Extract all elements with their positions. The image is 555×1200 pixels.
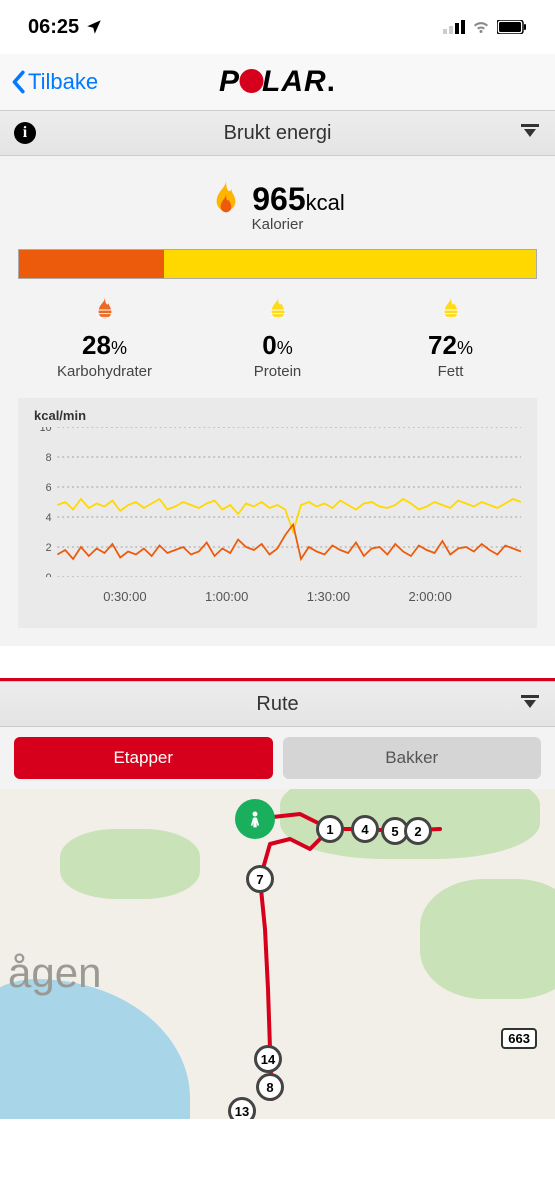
nav-header: Tilbake PLAR. (0, 54, 555, 110)
waypoint-marker[interactable]: 7 (246, 865, 274, 893)
back-button[interactable]: Tilbake (10, 69, 98, 95)
tab-stages[interactable]: Etapper (14, 737, 273, 779)
svg-text:10: 10 (40, 427, 52, 434)
back-label: Tilbake (28, 69, 98, 95)
route-path (0, 789, 555, 1119)
flame-small-icon (440, 297, 462, 323)
fuel-bar-fat (164, 250, 536, 278)
wifi-icon (471, 20, 491, 35)
chart-ylabel: kcal/min (34, 408, 521, 423)
cellular-icon (443, 20, 465, 34)
flame-small-icon (267, 297, 289, 323)
svg-text:2: 2 (46, 542, 52, 554)
status-bar: 06:25 (0, 0, 555, 54)
energy-title: Brukt energi (224, 122, 332, 145)
macro-item: 72% Fett (364, 297, 537, 380)
macro-label: Fett (364, 363, 537, 380)
chart-panel: kcal/min 0 2 4 6 8 10 0:30:00 1:00:00 1:30:00 2:… (18, 398, 537, 628)
route-section-header: Rute (0, 681, 555, 727)
collapse-icon[interactable] (519, 695, 541, 713)
svg-text:4: 4 (46, 512, 52, 524)
waypoint-marker[interactable]: 14 (254, 1045, 282, 1073)
svg-text:6: 6 (46, 482, 52, 494)
chart-xlabel: 2:00:00 (408, 589, 451, 604)
kcal-unit: kcal (306, 190, 345, 215)
waypoint-marker[interactable]: 13 (228, 1097, 256, 1119)
kcal-value: 965 (252, 181, 305, 217)
chart-xlabel: 0:30:00 (103, 589, 146, 604)
polar-logo: PLAR. (219, 65, 336, 99)
macros-row: 28% Karbohydrater 0% Protein 72% Fett (18, 297, 537, 380)
info-icon[interactable]: i (14, 122, 36, 144)
tab-hills[interactable]: Bakker (283, 737, 542, 779)
chart-xlabel: 1:30:00 (307, 589, 350, 604)
status-time: 06:25 (28, 16, 79, 39)
macro-item: 0% Protein (191, 297, 364, 380)
chart-xlabels: 0:30:00 1:00:00 1:30:00 2:00:00 (34, 589, 521, 604)
macro-label: Protein (191, 363, 364, 380)
waypoint-marker[interactable]: 2 (404, 817, 432, 845)
energy-panel: 965kcal Kalorier 28% Karbohydrater 0% Pr… (0, 156, 555, 646)
svg-text:8: 8 (46, 452, 52, 464)
chevron-left-icon (10, 70, 26, 94)
start-badge (235, 799, 275, 839)
waypoint-marker[interactable]: 1 (316, 815, 344, 843)
kcal-row: 965kcal (18, 180, 537, 218)
logo-dot-icon (239, 69, 263, 93)
collapse-icon[interactable] (519, 124, 541, 142)
chart-xlabel: 1:00:00 (205, 589, 248, 604)
macro-value: 72% (364, 330, 537, 361)
route-title: Rute (256, 693, 298, 716)
waypoint-marker[interactable]: 4 (351, 815, 379, 843)
flame-small-icon (94, 297, 116, 323)
energy-section-header: i Brukt energi (0, 110, 555, 156)
kcal-rate-chart: 0 2 4 6 8 10 (34, 427, 521, 577)
battery-icon (497, 20, 527, 34)
location-arrow-icon (85, 18, 103, 36)
waypoint-marker[interactable]: 8 (256, 1073, 284, 1101)
macro-item: 28% Karbohydrater (18, 297, 191, 380)
macro-label: Karbohydrater (18, 363, 191, 380)
route-tabs: Etapper Bakker (0, 727, 555, 789)
route-map[interactable]: ågen 1452714813 663 (0, 789, 555, 1119)
macro-value: 0% (191, 330, 364, 361)
fuel-bar-carb (19, 250, 164, 278)
fuel-bar (18, 249, 537, 279)
road-sign: 663 (501, 1028, 537, 1049)
svg-text:0: 0 (46, 572, 52, 577)
macro-value: 28% (18, 330, 191, 361)
kcal-label: Kalorier (18, 216, 537, 233)
flame-icon (210, 180, 242, 218)
